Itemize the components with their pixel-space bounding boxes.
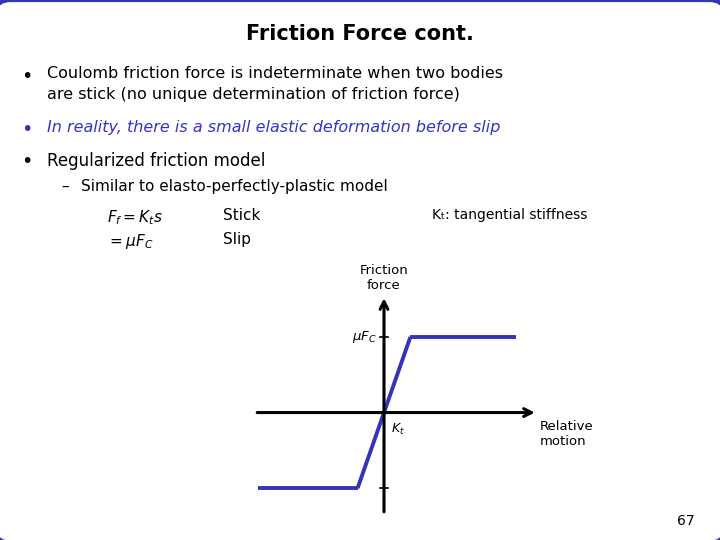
Text: Friction
force: Friction force	[359, 264, 408, 292]
Text: Similar to elasto-perfectly-plastic model: Similar to elasto-perfectly-plastic mode…	[81, 179, 387, 194]
Text: •: •	[22, 120, 33, 139]
Text: Slip: Slip	[223, 232, 251, 247]
Text: •: •	[22, 152, 33, 171]
Text: are stick (no unique determination of friction force): are stick (no unique determination of fr…	[47, 87, 459, 103]
Text: Relative
motion: Relative motion	[540, 420, 594, 448]
Text: Kₜ: tangential stiffness: Kₜ: tangential stiffness	[432, 208, 588, 222]
Text: In reality, there is a small elastic deformation before slip: In reality, there is a small elastic def…	[47, 120, 500, 135]
Text: $= \mu \mathit{F_C}$: $= \mu \mathit{F_C}$	[107, 232, 153, 251]
Text: $\mathit{F_f} = \mathit{K_t}\mathit{s}$: $\mathit{F_f} = \mathit{K_t}\mathit{s}$	[107, 208, 163, 227]
Text: Coulomb friction force is indeterminate when two bodies: Coulomb friction force is indeterminate …	[47, 66, 503, 82]
Text: Friction Force cont.: Friction Force cont.	[246, 24, 474, 44]
Text: $K_t$: $K_t$	[391, 422, 405, 437]
Text: 67: 67	[678, 514, 695, 528]
Text: $\mu F_C$: $\mu F_C$	[352, 329, 377, 345]
Text: Stick: Stick	[223, 208, 261, 223]
Text: –: –	[61, 179, 69, 194]
Text: •: •	[22, 68, 33, 86]
Text: Regularized friction model: Regularized friction model	[47, 152, 265, 170]
